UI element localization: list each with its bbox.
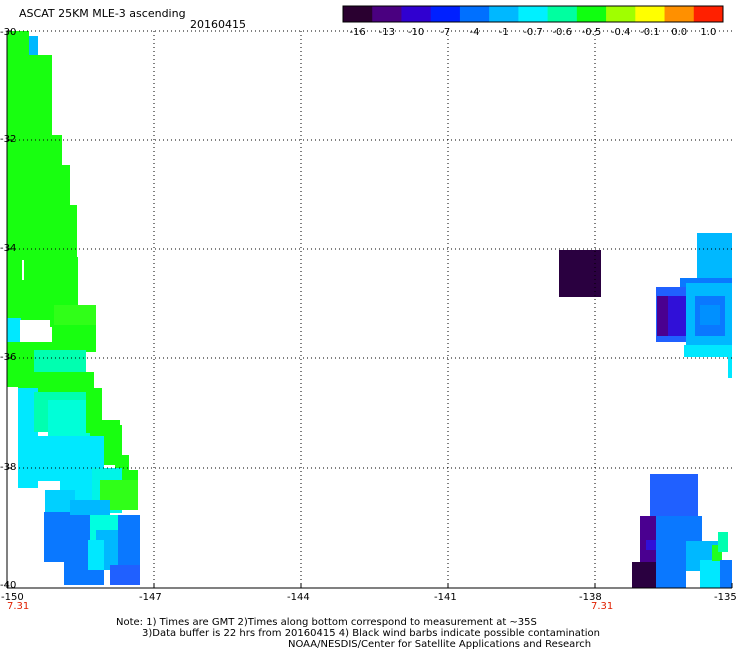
lon-label: -150 [1,592,24,603]
swath-cell [718,532,728,552]
swath-cell [7,31,29,55]
note-line-1: Note: 1) Times are GMT 2)Times along bot… [116,617,537,628]
swath-cell [18,388,38,488]
swath-cell [7,135,62,165]
swath-cell [118,515,140,570]
time-label: 7.31 [7,601,30,612]
swath-cell [657,296,671,336]
colorbar-label: -0.5 [581,27,602,38]
lon-label: -141 [434,592,457,603]
colorbar-label: -0.4 [610,27,631,38]
swath-cell [632,562,656,588]
note-line-2: 3)Data buffer is 22 hrs from 20160415 4)… [142,628,600,639]
colorbar-swatch [693,6,724,22]
colorbar-swatch [664,6,695,22]
colorbar-label: -4 [469,27,480,38]
swath-cell [20,320,50,343]
swath-cell [52,325,96,352]
swath-cell [559,250,601,297]
colorbar-label: 1.0 [700,27,717,38]
swath-cell [686,516,702,546]
colorbar-swatch [401,6,432,22]
note-line-3: NOAA/NESDIS/Center for Satellite Applica… [288,639,592,650]
colorbar-swatch [343,6,373,22]
colorbar-label: -10 [407,27,425,38]
product-title: ASCAT 25KM MLE-3 ascending [19,7,186,20]
swath-cell [29,36,38,56]
swath-cell [18,372,94,392]
swath-cell [110,565,140,585]
swath-cell [7,205,77,260]
product-date: 20160415 [190,18,246,31]
lon-label: -138 [579,592,602,603]
colorbar-swatch [606,6,636,22]
colorbar-swatch [518,6,549,22]
swath-cell [650,474,698,516]
lat-label: -36 [0,352,17,363]
lat-label: -38 [0,462,17,473]
colorbar [342,5,724,23]
colorbar-label: -0.6 [552,27,572,38]
lat-label: -30 [0,27,17,38]
swath-cell [88,540,104,570]
swath-cell [712,545,722,561]
swath-cell [45,490,75,512]
colorbar-label: -1 [498,27,509,38]
swath-cell [7,280,25,320]
lon-label: -144 [287,592,310,603]
swath-cell [7,165,70,205]
colorbar-swatch [576,6,607,22]
swath-cell [720,560,732,588]
swath-cell [728,348,732,378]
colorbar-swatch [372,6,402,22]
lon-label: -147 [139,592,162,603]
swath-cell [646,540,656,550]
swath-cell [54,305,96,325]
swath-cell [697,233,732,278]
colorbar-label: -0.7 [523,27,543,38]
swath-cell [7,55,52,135]
lat-label: -32 [0,134,17,145]
lat-label: -34 [0,243,17,254]
swath-map [6,30,733,589]
colorbar-label: 0.0 [671,27,688,38]
colorbar-swatch [459,6,490,22]
swath-cell [656,555,686,588]
time-label: 7.31 [591,601,614,612]
colorbar-label: -0.1 [640,27,660,38]
colorbar-swatch [547,6,578,22]
lon-label: -135 [714,592,737,603]
colorbar-label: -16 [349,27,366,38]
lat-label: -40 [0,580,17,591]
swath-cell [44,512,74,562]
colorbar-label: -7 [440,27,451,38]
swath-cell [700,560,720,588]
colorbar-swatch [635,6,666,22]
colorbar-swatch [489,6,519,22]
swath-cell [7,260,22,280]
swath-cell [700,305,720,325]
colorbar-swatch [430,6,461,22]
swath-cell [668,296,686,336]
colorbar-label: -13 [378,27,396,38]
swath-cell [684,345,732,357]
